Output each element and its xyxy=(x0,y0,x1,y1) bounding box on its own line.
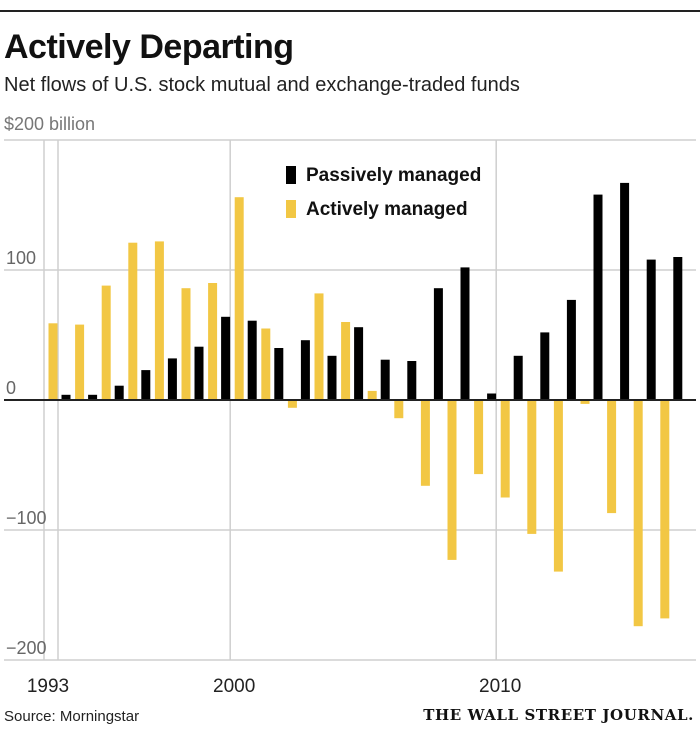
bar-passive-2012 xyxy=(566,299,576,400)
bar-active-1997 xyxy=(154,241,164,400)
bar-passive-1998 xyxy=(194,346,204,400)
legend-label-passive: Passively managed xyxy=(306,165,481,186)
bar-active-2005 xyxy=(367,390,377,400)
top-rule xyxy=(0,10,700,12)
y-tick-labels: −200 −100 0 100 xyxy=(6,248,47,658)
bar-passive-1993 xyxy=(61,394,71,400)
bar-passive-2006 xyxy=(407,361,417,400)
y-tick-label: −200 xyxy=(6,638,47,658)
bar-passive-2011 xyxy=(540,332,550,400)
bar-active-1998 xyxy=(181,288,191,400)
bar-active-2015 xyxy=(633,400,643,627)
bar-passive-2005 xyxy=(380,359,390,400)
y-tick-label: 0 xyxy=(6,378,16,398)
bar-passive-2013 xyxy=(593,194,603,400)
bar-active-2001 xyxy=(261,328,271,400)
bars xyxy=(48,182,683,627)
bar-passive-2007 xyxy=(433,288,443,400)
bar-passive-2009 xyxy=(487,393,497,400)
y-tick-label: 100 xyxy=(6,248,36,268)
bar-passive-2002 xyxy=(300,340,310,400)
bar-active-2016 xyxy=(660,400,670,619)
bar-passive-2000 xyxy=(247,320,257,400)
bar-passive-2016 xyxy=(673,257,683,400)
source-note: Source: Morningstar xyxy=(4,708,140,725)
bar-active-2009 xyxy=(474,400,484,475)
bar-passive-1995 xyxy=(114,385,124,400)
x-tick-labels: 1993 2000 2010 xyxy=(27,676,521,697)
bar-passive-2004 xyxy=(354,327,364,400)
bar-active-2000 xyxy=(234,197,244,400)
bar-active-2012 xyxy=(553,400,563,572)
bar-active-2010 xyxy=(500,400,510,498)
chart-subtitle: Net flows of U.S. stock mutual and excha… xyxy=(4,74,520,96)
chart-title: Actively Departing xyxy=(4,28,294,66)
bar-active-1996 xyxy=(128,242,138,400)
publisher-logo: THE WALL STREET JOURNAL. xyxy=(423,706,694,724)
bar-active-2002 xyxy=(287,400,297,408)
bar-active-1995 xyxy=(101,285,111,400)
bar-passive-2015 xyxy=(646,259,656,400)
bar-passive-1994 xyxy=(88,394,98,400)
bar-active-2003 xyxy=(314,293,324,400)
legend-swatch-active xyxy=(286,200,296,218)
y-axis-top-label: $200 billion xyxy=(4,114,96,134)
legend-label-active: Actively managed xyxy=(306,199,468,220)
bar-active-2008 xyxy=(447,400,457,560)
bar-active-1994 xyxy=(75,324,85,400)
y-tick-label: −100 xyxy=(6,508,47,528)
bar-passive-2001 xyxy=(274,348,284,400)
bar-active-2007 xyxy=(420,400,430,486)
bar-passive-2014 xyxy=(620,182,630,400)
x-tick-label: 2010 xyxy=(479,676,521,697)
bar-active-2013 xyxy=(580,400,590,404)
bar-passive-1999 xyxy=(221,316,231,400)
x-tick-label: 1993 xyxy=(27,676,69,697)
bar-active-2011 xyxy=(527,400,537,534)
bar-passive-2008 xyxy=(460,267,470,400)
legend-swatch-passive xyxy=(286,166,296,184)
bar-passive-2010 xyxy=(513,355,523,400)
bar-active-2014 xyxy=(607,400,617,514)
bar-active-2006 xyxy=(394,400,404,419)
x-tick-label: 2000 xyxy=(213,676,255,697)
bar-passive-1997 xyxy=(167,358,177,400)
bar-passive-2003 xyxy=(327,355,337,400)
bar-active-1993 xyxy=(48,323,58,400)
legend: Passively managed Actively managed xyxy=(286,165,481,220)
bar-active-2004 xyxy=(341,322,351,400)
bar-active-1999 xyxy=(208,283,218,400)
bar-passive-1996 xyxy=(141,370,151,400)
